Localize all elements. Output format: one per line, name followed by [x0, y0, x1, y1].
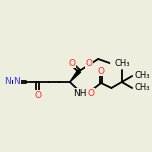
Text: O: O — [87, 88, 94, 97]
Text: O: O — [85, 59, 92, 69]
Text: N: N — [4, 78, 11, 86]
Text: NH: NH — [73, 88, 87, 97]
Text: O: O — [34, 90, 41, 100]
Text: O: O — [68, 59, 75, 67]
Text: N: N — [14, 78, 20, 86]
Text: CH₃: CH₃ — [135, 83, 150, 93]
Text: CH₃: CH₃ — [135, 71, 150, 81]
Text: O: O — [97, 67, 104, 76]
Text: CH₃: CH₃ — [114, 59, 130, 68]
Polygon shape — [70, 70, 81, 82]
